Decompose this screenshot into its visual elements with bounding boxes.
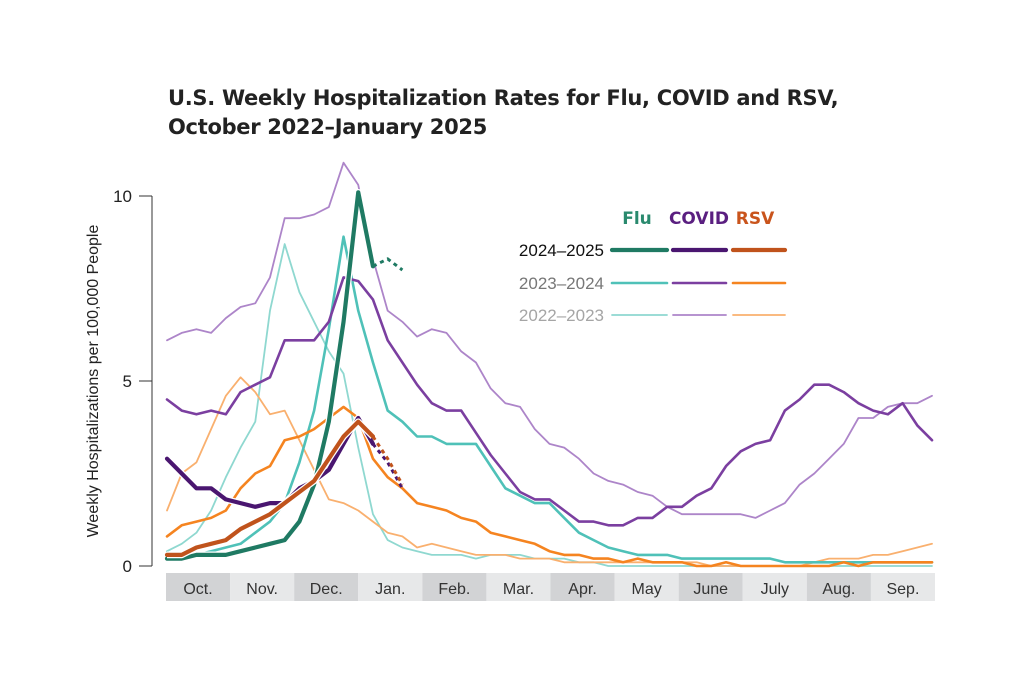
- series-preliminary-line-covid-2024-2025: [371, 442, 404, 490]
- series-line-flu-2023-2024: [165, 235, 934, 564]
- chart-title-line-1: U.S. Weekly Hospitalization Rates for Fl…: [168, 86, 839, 110]
- chart-title: U.S. Weekly Hospitalization Rates for Fl…: [168, 84, 839, 142]
- month-band: [806, 573, 871, 601]
- chart-title-line-2: October 2022–January 2025: [168, 115, 488, 139]
- series-line-covid-2023-2024: [165, 276, 934, 527]
- x-tick-label: Mar.: [503, 581, 534, 598]
- x-tick-label: Jan.: [375, 581, 405, 598]
- series-preliminary-line-rsv-2024-2025: [371, 435, 404, 486]
- month-band: [294, 573, 359, 601]
- series-lines: [164, 161, 934, 568]
- x-tick-label: May: [632, 581, 662, 598]
- x-tick-label: Sep.: [886, 581, 919, 598]
- y-tick-label: 5: [123, 372, 132, 391]
- month-band: [486, 573, 551, 601]
- x-tick-label: Oct.: [183, 581, 212, 598]
- month-band: [870, 573, 935, 601]
- x-tick-label: Dec.: [310, 581, 343, 598]
- series-preliminary-line-flu-2024-2025: [372, 257, 404, 272]
- series-line-rsv-2023-2024: [165, 405, 934, 568]
- legend: Flu COVID RSV 2024–2025 2023–2024 2022–2023: [519, 209, 788, 325]
- y-tick-label: 10: [113, 187, 132, 206]
- month-band: [742, 573, 807, 601]
- series-line-halo: [164, 414, 376, 511]
- month-band: [550, 573, 615, 601]
- legend-row-label: 2022–2023: [519, 306, 604, 325]
- y-tick-label: 0: [123, 557, 132, 576]
- y-axis: Weekly Hospitalizations per 100,000 Peop…: [85, 187, 153, 576]
- series-line-rsv-2024-2025: [164, 419, 376, 557]
- x-tick-label: Feb.: [438, 581, 470, 598]
- month-band: [230, 573, 295, 601]
- legend-row-label: 2023–2024: [519, 274, 604, 293]
- x-tick-label: Aug.: [822, 581, 855, 598]
- series-line-covid-2024-2025: [164, 415, 376, 509]
- month-band: [422, 573, 487, 601]
- month-band: [166, 573, 231, 601]
- month-band: [678, 573, 743, 601]
- series-line-flu-2024-2025: [164, 190, 376, 561]
- legend-row-label: 2024–2025: [519, 241, 604, 260]
- x-tick-label: June: [693, 581, 728, 598]
- month-band: [358, 573, 423, 601]
- legend-header-flu: Flu: [622, 209, 652, 229]
- series-line-covid-2022-2023: [166, 161, 933, 519]
- legend-header-covid: COVID: [669, 209, 729, 229]
- month-band: [614, 573, 679, 601]
- x-axis-month-bands: Oct. Nov. Dec. Jan. Feb. Mar. Apr. May June July A…: [166, 573, 935, 601]
- y-axis-label: Weekly Hospitalizations per 100,000 Peop…: [85, 225, 102, 538]
- x-tick-label: Nov.: [246, 581, 278, 598]
- legend-header-rsv: RSV: [736, 209, 775, 229]
- x-tick-label: Apr.: [568, 581, 596, 598]
- x-tick-label: July: [761, 581, 789, 598]
